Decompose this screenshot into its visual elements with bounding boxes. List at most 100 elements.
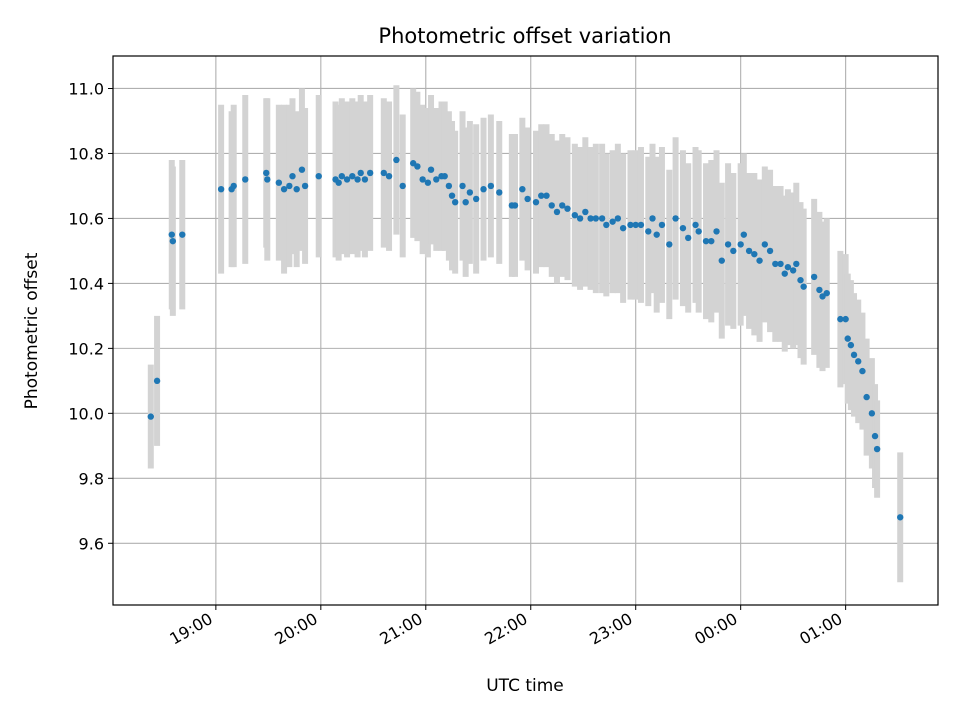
- data-point: [147, 413, 154, 420]
- data-point: [466, 189, 474, 196]
- data-point: [784, 263, 792, 271]
- data-point: [708, 237, 715, 245]
- data-point: [366, 169, 374, 177]
- data-point: [737, 241, 744, 248]
- data-point: [217, 185, 225, 193]
- data-point: [810, 273, 818, 281]
- data-point: [692, 221, 699, 229]
- data-point: [718, 257, 725, 264]
- data-point: [538, 192, 545, 199]
- data-point: [702, 237, 710, 245]
- data-point: [603, 221, 610, 229]
- data-point: [419, 176, 426, 183]
- plot-frame: [112, 55, 939, 606]
- data-point: [519, 185, 526, 193]
- data-point: [230, 182, 237, 190]
- data-point: [553, 208, 561, 216]
- y-tick-label: 9.6: [79, 534, 104, 553]
- y-axis-title: Photometric offset: [22, 252, 42, 409]
- data-point: [380, 169, 388, 177]
- data-point: [868, 410, 876, 417]
- data-point: [559, 202, 566, 209]
- data-point: [592, 215, 600, 222]
- x-axis-title: UTC time: [486, 676, 564, 696]
- data-point: [873, 445, 881, 453]
- data-point: [645, 228, 652, 235]
- data-point: [168, 231, 175, 238]
- data-point: [472, 195, 480, 203]
- data-point: [672, 215, 679, 222]
- data-point: [275, 179, 283, 186]
- data-point: [153, 377, 161, 385]
- data-point: [445, 182, 453, 190]
- data-point: [343, 176, 351, 183]
- data-point: [863, 393, 870, 401]
- data-point: [800, 283, 807, 290]
- data-point: [766, 247, 774, 255]
- data-point: [451, 198, 459, 206]
- data-point: [695, 228, 702, 235]
- data-point: [761, 241, 769, 248]
- y-tick-label: 10.0: [68, 404, 104, 423]
- data-point: [289, 172, 296, 180]
- data-point: [789, 267, 797, 274]
- data-point: [357, 169, 364, 177]
- y-tick-label: 11.0: [68, 79, 104, 98]
- data-point: [315, 172, 322, 180]
- data-point: [496, 189, 503, 196]
- data-point: [548, 202, 555, 209]
- data-point: [427, 166, 435, 173]
- data-point: [627, 221, 634, 229]
- data-point: [393, 156, 400, 164]
- data-point: [740, 231, 748, 238]
- data-point: [619, 224, 627, 232]
- data-point: [797, 276, 804, 284]
- data-point: [897, 514, 904, 521]
- data-point: [713, 228, 720, 235]
- data-point: [793, 260, 800, 268]
- data-point: [637, 221, 645, 229]
- data-point: [576, 215, 584, 222]
- data-point: [511, 202, 519, 209]
- chart-title: Photometric offset variation: [378, 24, 671, 48]
- data-point: [448, 192, 456, 199]
- data-point: [263, 169, 270, 177]
- data-point: [842, 315, 849, 323]
- data-point: [816, 286, 823, 294]
- data-point: [653, 231, 660, 238]
- data-point: [280, 185, 288, 193]
- data-point: [335, 179, 342, 186]
- data-point: [679, 224, 687, 232]
- data-points: [147, 156, 904, 521]
- data-point: [730, 247, 737, 255]
- data-point: [480, 185, 487, 193]
- data-point: [609, 218, 616, 225]
- data-point: [587, 215, 594, 222]
- data-point: [414, 163, 421, 170]
- data-point: [684, 234, 692, 242]
- data-point: [459, 182, 466, 190]
- data-point: [772, 260, 779, 268]
- data-point: [524, 195, 531, 203]
- data-point: [441, 172, 448, 180]
- data-point: [298, 166, 306, 173]
- data-point: [349, 172, 356, 180]
- data-point: [286, 182, 293, 190]
- data-point: [855, 358, 862, 365]
- data-point: [871, 432, 879, 440]
- y-tick-label: 9.8: [79, 469, 104, 488]
- data-point: [724, 241, 732, 248]
- data-point: [598, 215, 606, 222]
- data-point: [745, 247, 753, 255]
- data-point: [543, 192, 550, 199]
- data-point: [338, 172, 346, 180]
- data-point: [169, 237, 177, 245]
- data-point: [756, 257, 763, 264]
- data-point: [582, 208, 589, 216]
- data-point: [179, 231, 186, 238]
- data-point: [293, 185, 300, 193]
- data-point: [649, 215, 656, 222]
- data-point: [354, 176, 361, 183]
- data-point: [301, 182, 309, 190]
